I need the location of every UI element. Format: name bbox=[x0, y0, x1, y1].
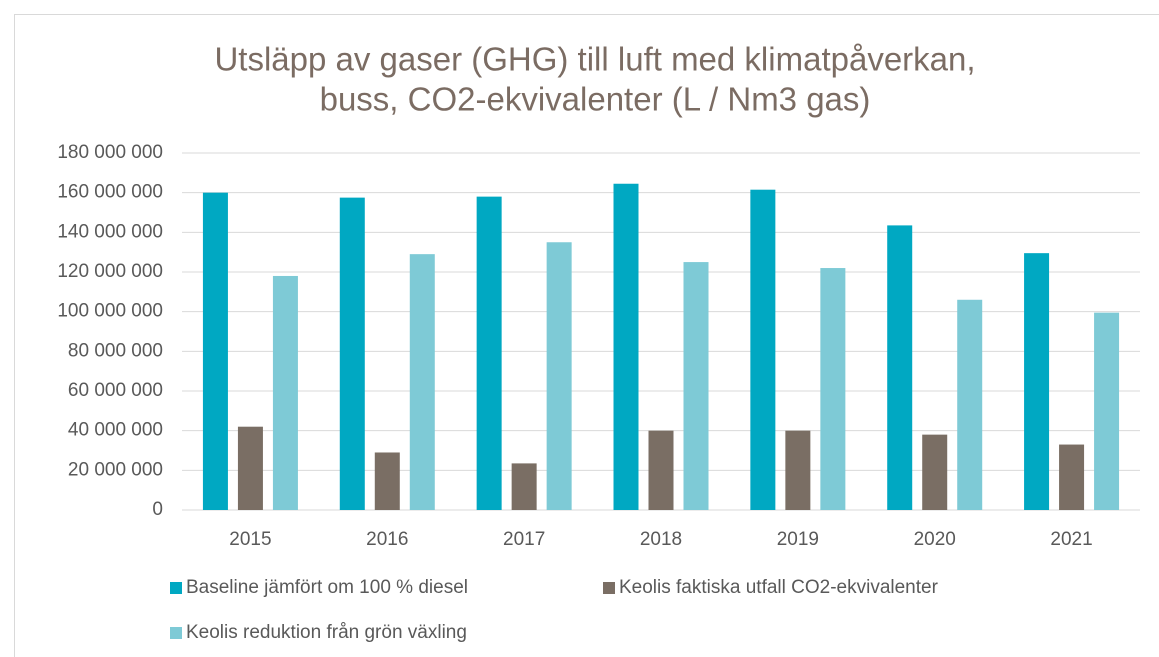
bar bbox=[511, 463, 537, 510]
bar bbox=[683, 262, 709, 510]
legend-swatch bbox=[170, 627, 182, 639]
x-tick-label: 2018 bbox=[640, 529, 682, 550]
bar bbox=[409, 254, 435, 510]
y-tick-label: 60 000 000 bbox=[68, 380, 163, 401]
bar bbox=[374, 452, 400, 510]
x-tick-label: 2015 bbox=[229, 529, 271, 550]
bar bbox=[613, 183, 639, 510]
bar bbox=[648, 430, 674, 510]
bar bbox=[820, 268, 846, 510]
y-tick-label: 180 000 000 bbox=[57, 142, 163, 163]
y-tick-label: 40 000 000 bbox=[68, 420, 163, 441]
bar bbox=[202, 192, 228, 510]
x-tick-label: 2019 bbox=[777, 529, 819, 550]
y-tick-label: 140 000 000 bbox=[57, 221, 163, 242]
bar bbox=[1059, 444, 1085, 510]
chart-title: Utsläpp av gaser (GHG) till luft med kli… bbox=[214, 41, 975, 78]
y-tick-label: 0 bbox=[152, 499, 163, 520]
legend-swatch bbox=[170, 582, 182, 594]
y-tick-label: 80 000 000 bbox=[68, 340, 163, 361]
legend-label: Keolis faktiska utfall CO2-ekvivalenter bbox=[619, 577, 939, 598]
legend-label: Keolis reduktion från grön växling bbox=[186, 622, 467, 643]
bar bbox=[887, 225, 913, 510]
y-tick-label: 20 000 000 bbox=[68, 459, 163, 480]
x-tick-label: 2021 bbox=[1050, 529, 1092, 550]
legend-swatch bbox=[603, 582, 615, 594]
bar bbox=[272, 275, 298, 510]
chart-title: buss, CO2-ekvivalenter (L / Nm3 gas) bbox=[320, 81, 871, 118]
x-tick-label: 2020 bbox=[914, 529, 956, 550]
bar bbox=[1024, 253, 1050, 511]
bar bbox=[237, 426, 263, 510]
y-tick-label: 100 000 000 bbox=[57, 301, 163, 322]
y-tick-label: 160 000 000 bbox=[57, 182, 163, 203]
bar bbox=[922, 434, 948, 510]
bar bbox=[1094, 312, 1120, 510]
legend-label: Baseline jämfört om 100 % diesel bbox=[186, 577, 468, 598]
x-tick-label: 2016 bbox=[366, 529, 408, 550]
bar bbox=[750, 189, 776, 511]
bar bbox=[546, 242, 572, 510]
bar bbox=[476, 196, 502, 510]
bar bbox=[785, 430, 811, 510]
bar bbox=[957, 299, 983, 510]
y-tick-label: 120 000 000 bbox=[57, 261, 163, 282]
bar bbox=[339, 197, 365, 510]
x-tick-label: 2017 bbox=[503, 529, 545, 550]
